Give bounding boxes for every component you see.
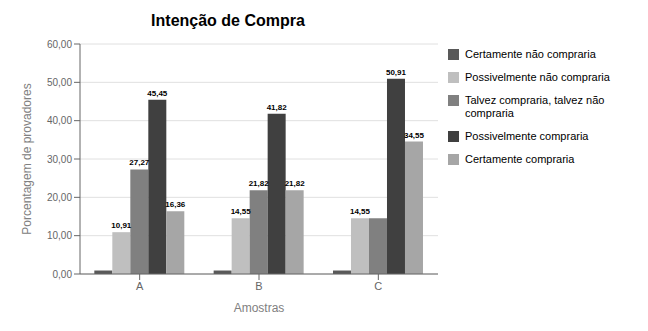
svg-text:27,27: 27,27	[129, 158, 150, 167]
svg-text:0,00: 0,00	[53, 269, 73, 280]
svg-text:B: B	[255, 280, 262, 292]
svg-text:21,82: 21,82	[249, 179, 270, 188]
svg-text:Amostras: Amostras	[234, 301, 285, 315]
svg-text:40,00: 40,00	[47, 115, 72, 126]
svg-text:16,36: 16,36	[165, 200, 186, 209]
svg-text:10,00: 10,00	[47, 230, 72, 241]
html-text:Intenção de Compra: Intenção de Compra	[151, 12, 305, 29]
html-text:Talvez compraria, talvez não c: Talvez compraria, talvez não compraria	[465, 94, 605, 119]
svg-text:60,00: 60,00	[47, 39, 72, 50]
svg-text:45,45: 45,45	[147, 89, 168, 98]
svg-text:50,91: 50,91	[386, 68, 407, 77]
svg-text:10,91: 10,91	[111, 221, 132, 230]
svg-text:34,55: 34,55	[404, 131, 425, 140]
html-text:Possivelmente não compraria: Possivelmente não compraria	[465, 71, 610, 83]
svg-text:20,00: 20,00	[47, 192, 72, 203]
svg-text:A: A	[136, 280, 144, 292]
svg-text:30,00: 30,00	[47, 154, 72, 165]
svg-text:14,55: 14,55	[350, 207, 371, 216]
html-text:Certamente compraria: Certamente compraria	[465, 153, 575, 165]
html-text:Certamente não compraria: Certamente não compraria	[465, 48, 596, 60]
html-text:Possivelmente compraria: Possivelmente compraria	[465, 130, 589, 142]
svg-text:Porcentagem de provadores: Porcentagem de provadores	[20, 83, 34, 234]
svg-text:50,00: 50,00	[47, 77, 72, 88]
svg-text:14,55: 14,55	[231, 207, 252, 216]
svg-text:21,82: 21,82	[285, 179, 306, 188]
svg-text:41,82: 41,82	[267, 103, 288, 112]
svg-text:C: C	[374, 280, 382, 292]
